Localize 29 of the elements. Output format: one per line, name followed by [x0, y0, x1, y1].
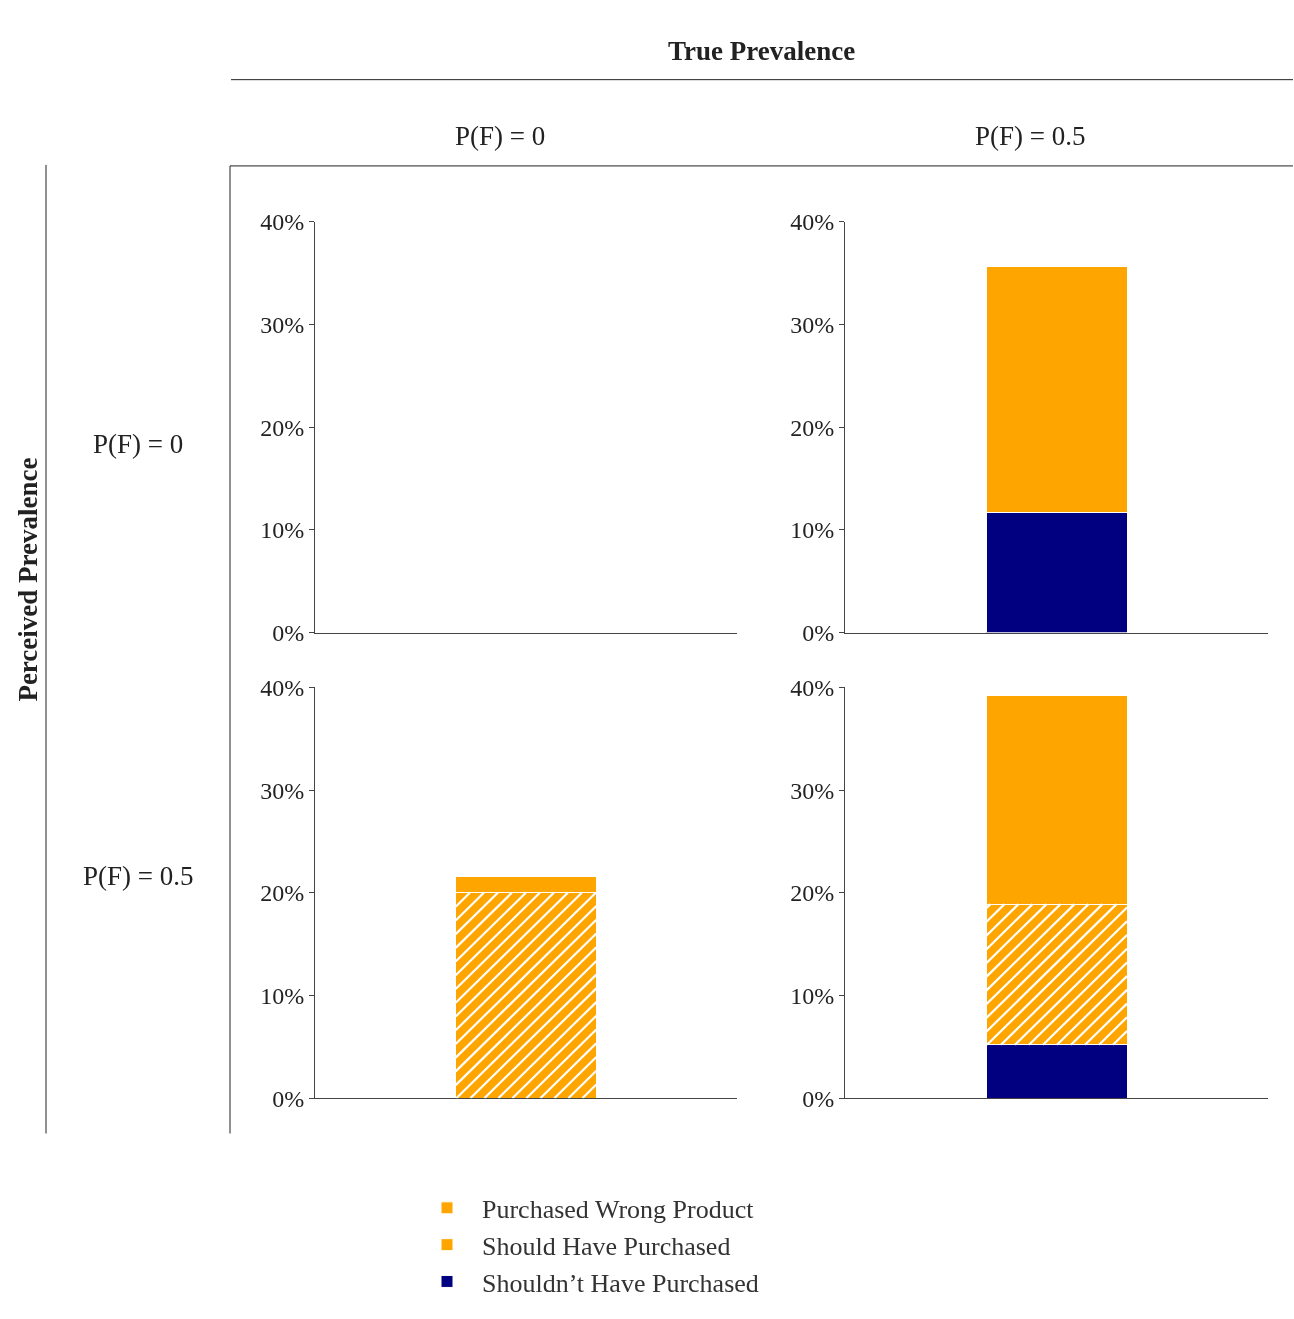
y-tick-label: 0% [272, 619, 305, 646]
legend-label: Shouldn’t Have Purchased [482, 1268, 759, 1298]
y-tick-label: 40% [790, 674, 835, 701]
y-tick-label: 20% [260, 414, 305, 441]
y-tick-label: 30% [790, 311, 835, 338]
y-tick-label: 20% [790, 414, 835, 441]
chart-title: P(F) = 0.5 [975, 121, 1086, 151]
y-tick-label: 0% [802, 619, 835, 646]
y-tick-label: 30% [260, 777, 305, 804]
y-axis-title: P(F) = 0 [93, 429, 184, 459]
y-tick-label: 0% [272, 1085, 305, 1112]
y-tick-label: 40% [260, 209, 305, 236]
y-tick-label: 30% [790, 777, 835, 804]
y-tick-label: 10% [790, 982, 835, 1009]
y-tick-label: 0% [802, 1085, 835, 1112]
y-tick-label: 10% [260, 982, 305, 1009]
y-tick-label: 10% [790, 517, 835, 544]
y-tick-label: 30% [260, 311, 305, 338]
y-tick-label: 40% [790, 209, 835, 236]
y-tick-label: 40% [260, 674, 305, 701]
chart-title: P(F) = 0 [455, 121, 546, 151]
y-tick-label: 20% [790, 880, 835, 907]
y-axis-title: P(F) = 0.5 [83, 861, 194, 891]
text: True Prevalence [668, 36, 856, 66]
y-tick-label: 10% [260, 517, 305, 544]
y-tick-label: 20% [260, 880, 305, 907]
legend-label: Should Have Purchased [482, 1231, 731, 1261]
text: Perceived Prevalence [13, 457, 44, 702]
legend-label: Purchased Wrong Product [482, 1194, 755, 1224]
